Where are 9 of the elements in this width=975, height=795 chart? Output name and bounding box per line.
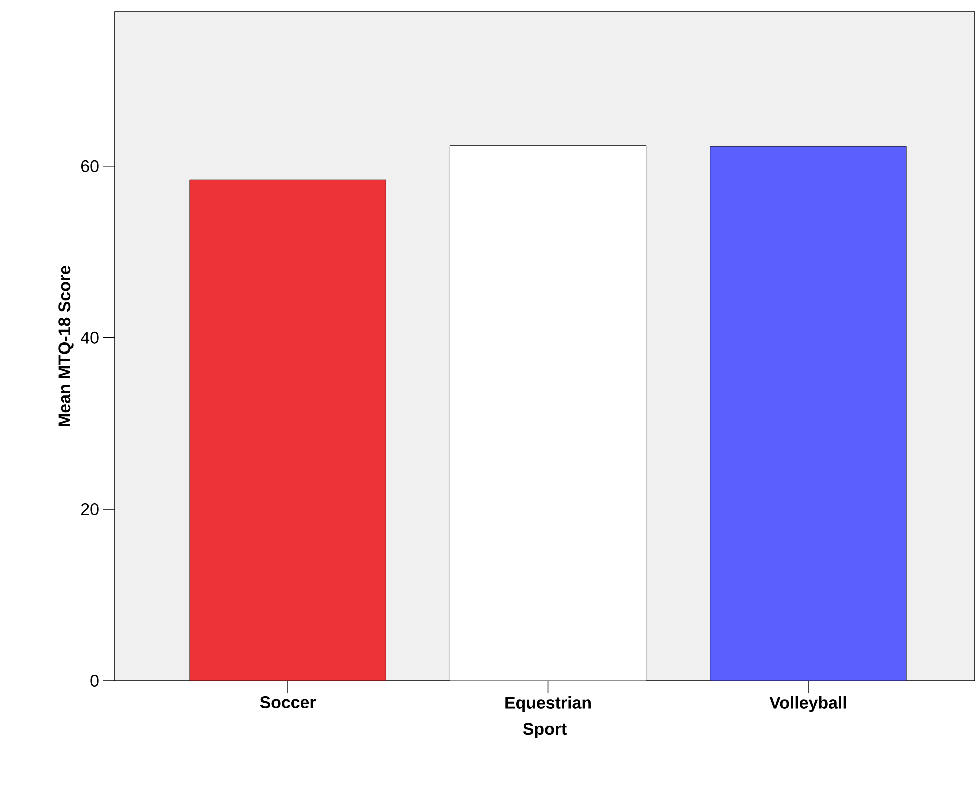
y-tick-label: 20 [82, 503, 99, 516]
y-axis-title: Mean MTQ-18 Score [58, 266, 74, 426]
y-tick-label: 40 [81, 332, 99, 344]
x-tick-label: Volleyball [770, 696, 846, 712]
y-tick-label: 0 [90, 674, 99, 687]
x-axis-title: Sport [523, 723, 567, 738]
x-tick-label: Equestrian [506, 696, 591, 712]
x-tick-label: Soccer [260, 696, 316, 708]
y-tick-label: 60 [82, 160, 99, 172]
